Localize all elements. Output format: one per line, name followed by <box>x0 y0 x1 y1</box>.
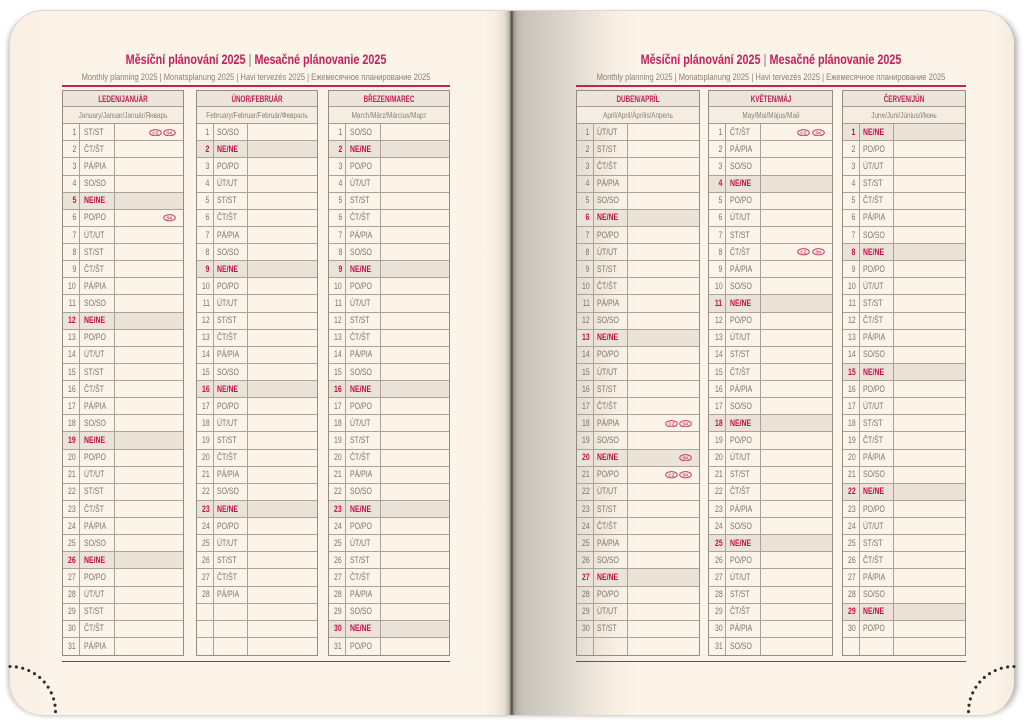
svg-text:CZ: CZ <box>152 130 159 135</box>
svg-text:CZ: CZ <box>668 472 675 477</box>
svg-text:SK: SK <box>682 421 689 426</box>
svg-text:SK: SK <box>166 215 173 220</box>
svg-text:CZ: CZ <box>668 421 675 426</box>
svg-text:CZ: CZ <box>801 250 808 255</box>
svg-text:SK: SK <box>815 130 822 135</box>
svg-text:CZ: CZ <box>801 130 808 135</box>
svg-text:SK: SK <box>682 472 689 477</box>
svg-text:SK: SK <box>682 455 689 460</box>
svg-text:SK: SK <box>166 130 173 135</box>
svg-text:SK: SK <box>815 250 822 255</box>
